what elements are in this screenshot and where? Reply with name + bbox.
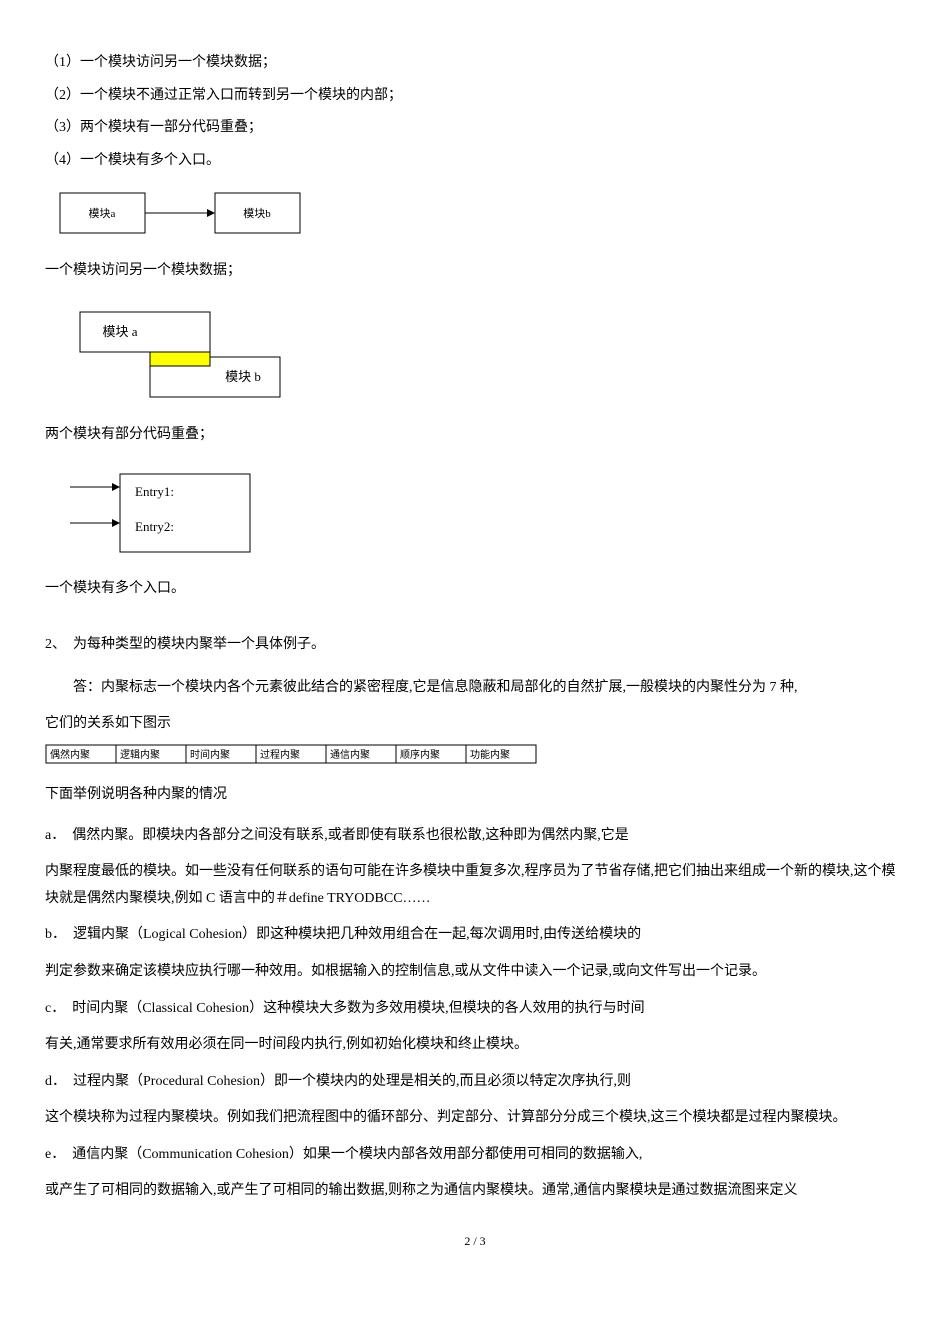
- item-b: b． 逻辑内聚（Logical Cohesion）即这种模块把几种效用组合在一起…: [45, 922, 905, 949]
- item-d-title: 过程内聚（Procedural Cohesion）即一个模块内的处理是相关的,而…: [73, 1074, 631, 1089]
- item-e-title: 通信内聚（Communication Cohesion）如果一个模块内部各效用部…: [72, 1147, 642, 1162]
- cohesion-types-table: 偶然内聚 逻辑内聚 时间内聚 过程内聚 通信内聚 顺序内聚 功能内聚: [45, 744, 905, 764]
- item-c-title: 时间内聚（Classical Cohesion）这种模块大多数为多效用模块,但模…: [72, 1001, 644, 1016]
- svg-text:偶然内聚: 偶然内聚: [50, 748, 90, 761]
- item-a: a． 偶然内聚。即模块内各部分之间没有联系,或者即使有联系也很松散,这种即为偶然…: [45, 823, 905, 850]
- list-item-4: （4）一个模块有多个入口。: [45, 148, 905, 175]
- entry1-label: Entry1:: [135, 484, 174, 499]
- caption-1: 一个模块访问另一个模块数据；: [45, 258, 905, 285]
- svg-text:顺序内聚: 顺序内聚: [400, 748, 440, 761]
- caption-2: 两个模块有部分代码重叠；: [45, 422, 905, 449]
- item-d-body: 这个模块称为过程内聚模块。例如我们把流程图中的循环部分、判定部分、计算部分分成三…: [45, 1105, 905, 1132]
- item-e-body: 或产生了可相同的数据输入,或产生了可相同的输出数据,则称之为通信内聚模块。通常,…: [45, 1178, 905, 1205]
- list-item-2: （2）一个模块不通过正常入口而转到另一个模块的内部；: [45, 83, 905, 110]
- item-d-label: d．: [45, 1074, 59, 1089]
- svg-text:时间内聚: 时间内聚: [190, 748, 230, 761]
- item-b-body: 判定参数来确定该模块应执行哪一种效用。如根据输入的控制信息,或从文件中读入一个记…: [45, 959, 905, 986]
- item-a-label: a．: [45, 828, 58, 843]
- diagram-module-access: 模块a 模块b: [55, 188, 905, 238]
- item-c-body: 有关,通常要求所有效用必须在同一时间段内执行,例如初始化模块和终止模块。: [45, 1032, 905, 1059]
- list-item-3: （3）两个模块有一部分代码重叠；: [45, 115, 905, 142]
- answer-intro: 答：内聚标志一个模块内各个元素彼此结合的紧密程度,它是信息隐蔽和局部化的自然扩展…: [45, 675, 905, 702]
- module-b-label: 模块b: [243, 207, 271, 220]
- module-b-label: 模块 b: [225, 369, 261, 384]
- item-a-body: 内聚程度最低的模块。如一些没有任何联系的语句可能在许多模块中重复多次,程序员为了…: [45, 859, 905, 912]
- answer-intro-2: 它们的关系如下图示: [45, 711, 905, 738]
- svg-text:通信内聚: 通信内聚: [330, 748, 370, 761]
- module-a-label: 模块 a: [102, 324, 137, 339]
- caption-3: 一个模块有多个入口。: [45, 576, 905, 603]
- svg-text:逻辑内聚: 逻辑内聚: [120, 748, 160, 761]
- examples-intro: 下面举例说明各种内聚的情况: [45, 782, 905, 809]
- list-item-1: （1）一个模块访问另一个模块数据；: [45, 50, 905, 77]
- diagram-multi-entry: Entry1: Entry2:: [60, 471, 905, 556]
- entry2-label: Entry2:: [135, 519, 174, 534]
- module-a-label: 模块a: [89, 207, 116, 220]
- item-c: c． 时间内聚（Classical Cohesion）这种模块大多数为多效用模块…: [45, 996, 905, 1023]
- item-b-title: 逻辑内聚（Logical Cohesion）即这种模块把几种效用组合在一起,每次…: [73, 927, 641, 942]
- item-e: e． 通信内聚（Communication Cohesion）如果一个模块内部各…: [45, 1142, 905, 1169]
- page-number: 2 / 3: [45, 1230, 905, 1253]
- item-e-label: e．: [45, 1147, 58, 1162]
- diagram-code-overlap: 模块 a 模块 b: [70, 307, 905, 402]
- svg-text:功能内聚: 功能内聚: [470, 748, 510, 761]
- item-a-title: 偶然内聚。即模块内各部分之间没有联系,或者即使有联系也很松散,这种即为偶然内聚,…: [72, 828, 629, 843]
- question-2: 2、 为每种类型的模块内聚举一个具体例子。: [45, 632, 905, 659]
- item-c-label: c．: [45, 1001, 58, 1016]
- svg-text:过程内聚: 过程内聚: [260, 748, 300, 761]
- item-d: d． 过程内聚（Procedural Cohesion）即一个模块内的处理是相关…: [45, 1069, 905, 1096]
- item-b-label: b．: [45, 927, 59, 942]
